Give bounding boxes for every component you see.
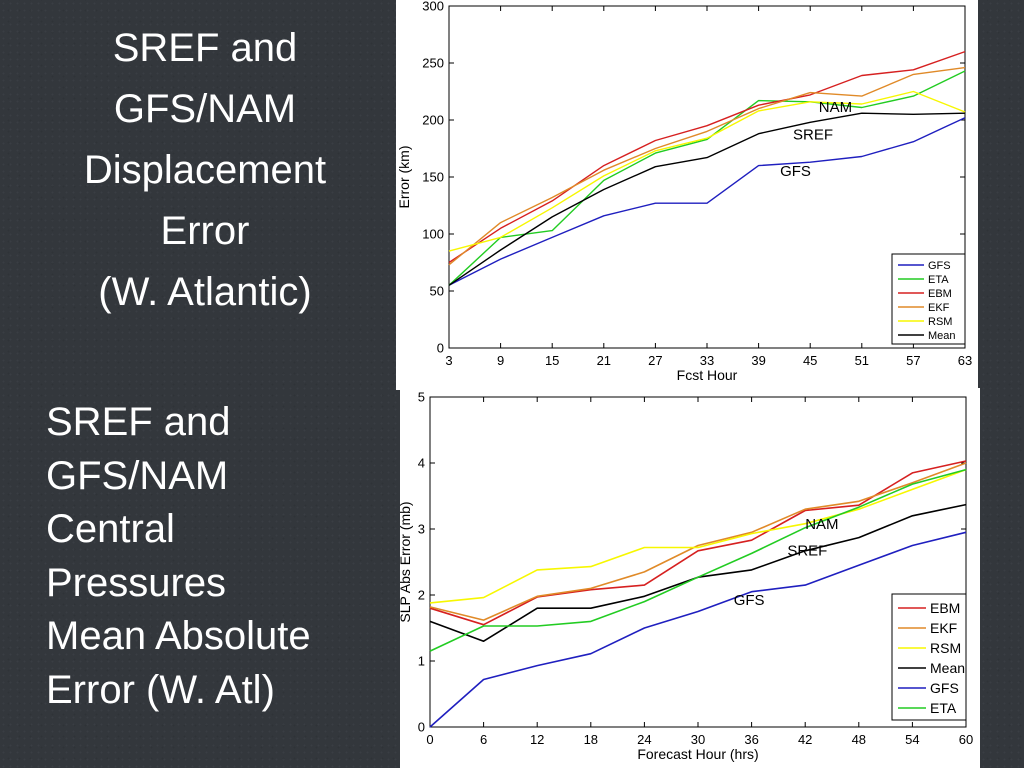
- displacement-legend-box: [891, 253, 966, 345]
- displacement-x-tick-label: 51: [855, 353, 869, 368]
- pressure-series-eta: [429, 468, 967, 652]
- pressure-x-tick-label: 24: [637, 732, 651, 747]
- pressure-series-rsm: [429, 468, 967, 604]
- displacement-x-tick-label: 15: [545, 353, 559, 368]
- displacement-series-eta: [448, 70, 966, 286]
- displacement-series-gfs: [448, 117, 966, 286]
- pressure-x-tick-label: 36: [744, 732, 758, 747]
- pressure-x-tick-label: 60: [959, 732, 973, 747]
- title-line: Error: [160, 209, 250, 253]
- displacement-series-ebm: [448, 50, 966, 264]
- pressure-y-tick-label: 4: [418, 456, 425, 471]
- pressure-plot-frame: [429, 396, 967, 728]
- title-line: GFS/NAM: [113, 87, 297, 131]
- title-line: Central: [46, 507, 175, 551]
- pressure-legend-label-eta: ETA: [930, 700, 957, 716]
- pressure-x-axis-label: Forecast Hour (hrs): [637, 746, 758, 762]
- pressure-y-axis-label: SLP Abs Error (mb): [400, 501, 413, 622]
- title-line: Error (W. Atl): [46, 667, 275, 712]
- slide-title-central-pressure-error: SREF and GFS/NAM Central Pressures Mean …: [46, 396, 386, 717]
- displacement-error-chart-panel: 3 9 15 21 27 33 39 45 51 57 63 0 50 100 150 200 250 300 Fc…: [396, 0, 978, 390]
- pressure-annotation-gfs: GFS: [734, 592, 765, 609]
- pressure-y-tick-label: 3: [418, 522, 425, 537]
- displacement-y-tick-label: 300: [422, 0, 444, 14]
- displacement-y-tick-label: 100: [422, 227, 444, 242]
- pressure-x-tick-label: 30: [691, 732, 705, 747]
- displacement-x-tick-label: 9: [497, 353, 504, 368]
- displacement-x-axis-label: Fcst Hour: [677, 367, 738, 383]
- title-line: (W. Atlantic): [98, 270, 312, 314]
- pressure-legend-label-ekf: EKF: [930, 620, 957, 636]
- displacement-x-tick-label: 33: [700, 353, 714, 368]
- displacement-y-tick-label: 150: [422, 170, 444, 185]
- pressure-y-tick-label: 2: [418, 588, 425, 603]
- pressure-legend-box: [891, 593, 967, 721]
- pressure-x-tick-label: 12: [530, 732, 544, 747]
- displacement-x-tick-label: 63: [958, 353, 972, 368]
- pressure-series-gfs: [429, 531, 967, 728]
- displacement-y-tick-label: 250: [422, 56, 444, 71]
- pressure-annotation-sref: SREF: [787, 542, 827, 559]
- pressure-x-tick-label: 54: [905, 732, 919, 747]
- displacement-annotation-sref: SREF: [793, 126, 833, 143]
- displacement-x-tick-label: 21: [597, 353, 611, 368]
- pressure-legend: EBM EKF RSM Mean GFS ETA: [891, 593, 967, 721]
- pressure-x-tick-label: 6: [480, 732, 487, 747]
- pressure-x-tick-label: 18: [584, 732, 598, 747]
- displacement-series-mean: [448, 112, 966, 286]
- pressure-y-tick-label: 0: [418, 720, 425, 735]
- title-line: SREF and: [46, 400, 231, 444]
- title-line: GFS/NAM: [46, 453, 229, 498]
- title-line: SREF and: [112, 26, 298, 70]
- pressure-legend-label-rsm: RSM: [930, 640, 961, 656]
- displacement-x-tick-label: 45: [803, 353, 817, 368]
- pressure-x-tick-label: 48: [852, 732, 866, 747]
- displacement-y-tick-label: 50: [430, 284, 444, 299]
- slide-edge: [978, 0, 1024, 768]
- displacement-x-tick-label: 3: [445, 353, 452, 368]
- displacement-legend-label-gfs: GFS: [928, 260, 951, 272]
- displacement-plot-frame: [448, 5, 966, 349]
- displacement-annotation-gfs: GFS: [780, 163, 811, 180]
- displacement-annotation-nam: NAM: [819, 99, 852, 116]
- pressure-legend-label-mean: Mean: [930, 660, 965, 676]
- displacement-y-tick-label: 0: [437, 341, 444, 356]
- title-line: Pressures: [46, 560, 227, 605]
- displacement-legend-label-mean: Mean: [928, 330, 956, 342]
- pressure-error-chart-panel: 0 6 12 18 24 30 36 42 48 54 60 0 1 2 3 4 5 Forecast Hour …: [400, 388, 980, 768]
- displacement-x-tick-label: 57: [906, 353, 920, 368]
- pressure-annotation-nam: NAM: [805, 516, 838, 533]
- pressure-legend-label-ebm: EBM: [930, 600, 960, 616]
- displacement-legend-label-rsm: RSM: [928, 316, 952, 328]
- displacement-y-tick-label: 200: [422, 113, 444, 128]
- displacement-legend-label-ekf: EKF: [928, 302, 950, 314]
- displacement-series-ekf: [448, 66, 966, 266]
- title-line: Displacement: [83, 148, 327, 192]
- displacement-legend-label-ebm: EBM: [928, 288, 952, 300]
- displacement-legend: GFS ETA EBM EKF RSM Mean: [891, 253, 966, 345]
- displacement-series-rsm: [448, 90, 966, 252]
- pressure-x-tick-label: 0: [426, 732, 433, 747]
- title-line: Mean Absolute: [46, 614, 311, 658]
- pressure-series-ekf: [429, 462, 967, 621]
- displacement-x-tick-label: 27: [648, 353, 662, 368]
- pressure-y-tick-label: 1: [418, 654, 425, 669]
- displacement-legend-label-eta: ETA: [928, 274, 949, 286]
- displacement-error-chart: 3 9 15 21 27 33 39 45 51 57 63050100150200250300Fc…: [396, 0, 972, 383]
- pressure-legend-label-gfs: GFS: [930, 680, 959, 696]
- pressure-y-tick-label: 5: [418, 390, 425, 405]
- displacement-y-axis-label: Error (km): [396, 146, 412, 209]
- pressure-x-tick-label: 42: [798, 732, 812, 747]
- displacement-x-tick-label: 39: [751, 353, 765, 368]
- slide-title-displacement-error: SREF and GFS/NAM Displacement Error (W. …: [30, 18, 380, 323]
